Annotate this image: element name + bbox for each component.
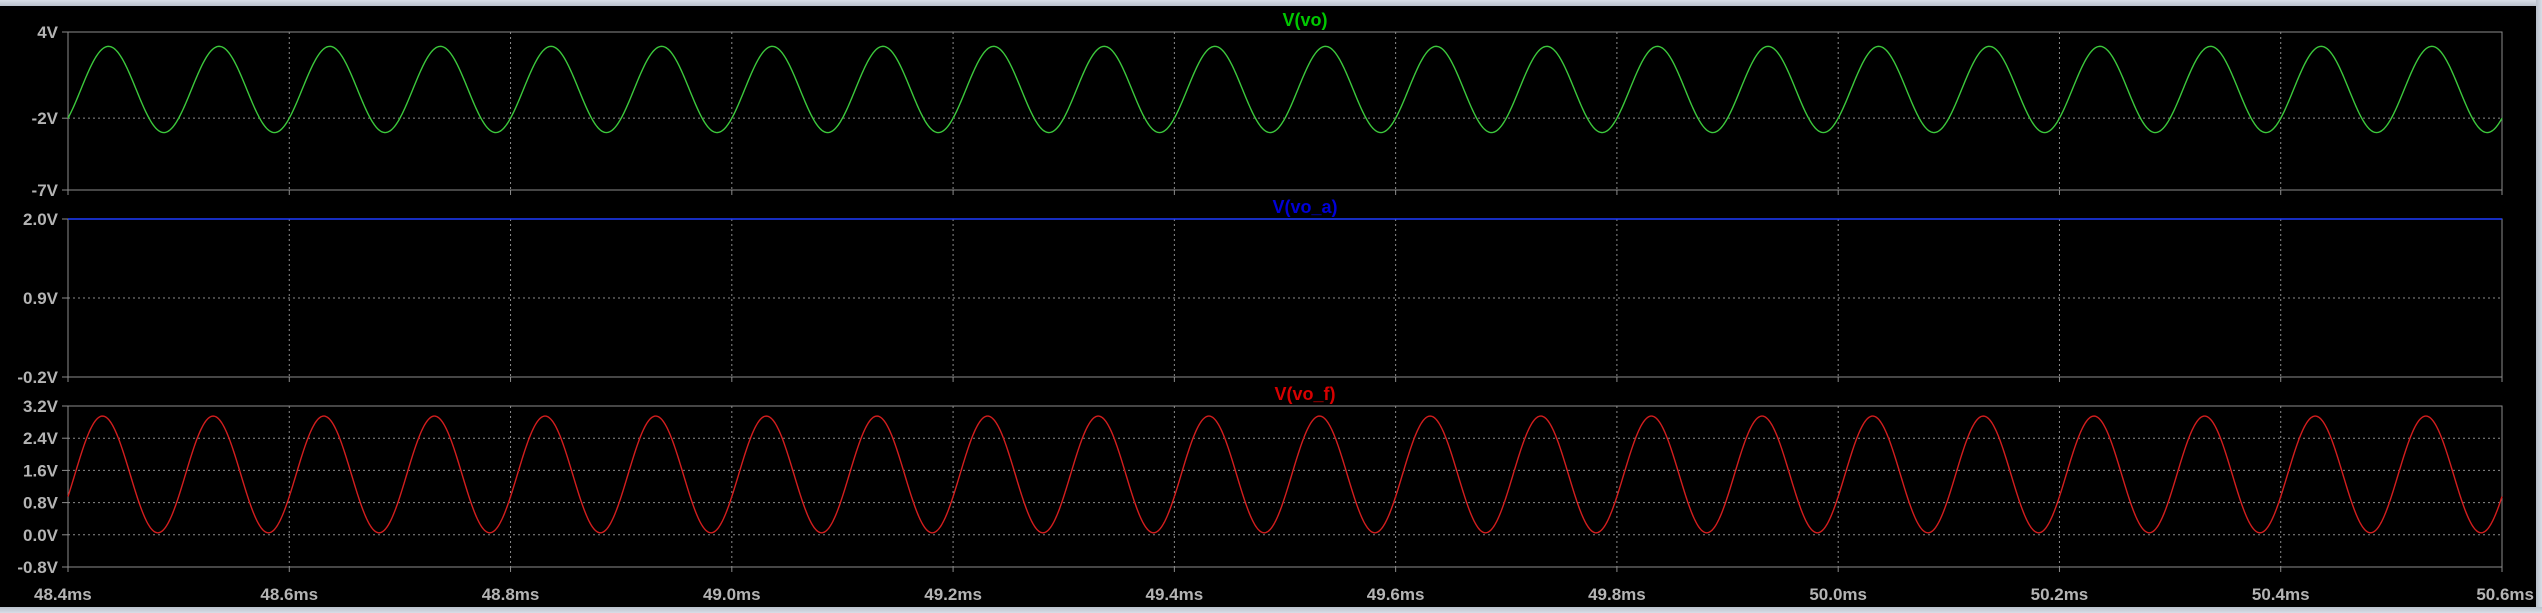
pane-title-v-vo-a: V(vo_a)	[1272, 197, 1337, 217]
x-tick-label: 49.6ms	[1367, 585, 1425, 604]
pane-title-v-vo-f: V(vo_f)	[1274, 384, 1335, 404]
pane-frame	[67, 405, 2503, 568]
y-tick-label: -2V	[32, 109, 59, 128]
y-tick-label: 0.8V	[23, 494, 59, 513]
y-tick-label: 4V	[37, 23, 58, 42]
window-top-edge	[0, 0, 2542, 6]
trace-v-vo-f	[67, 415, 2503, 534]
y-tick-label: 2.0V	[23, 210, 59, 229]
y-tick-label: 2.4V	[23, 429, 59, 448]
window-bottom-edge	[0, 607, 2542, 613]
pane-frame	[67, 31, 2503, 191]
y-tick-label: -7V	[32, 181, 59, 200]
y-tick-label: 0.9V	[23, 289, 59, 308]
x-tick-label: 49.0ms	[703, 585, 761, 604]
x-tick-label: 50.0ms	[1809, 585, 1867, 604]
pane-title-v-vo: V(vo)	[1283, 10, 1328, 30]
x-tick-label: 48.6ms	[260, 585, 318, 604]
x-tick-label: 49.8ms	[1588, 585, 1646, 604]
y-tick-label: 1.6V	[23, 461, 59, 480]
x-tick-label: 50.6ms	[2476, 585, 2534, 604]
x-tick-label: 50.4ms	[2252, 585, 2310, 604]
y-tick-label: 0.0V	[23, 526, 59, 545]
x-tick-label: 48.8ms	[482, 585, 540, 604]
y-tick-label: -0.2V	[17, 368, 58, 387]
trace-v-vo	[67, 45, 2503, 134]
x-tick-label: 49.2ms	[924, 585, 982, 604]
x-tick-label: 48.4ms	[34, 585, 92, 604]
y-tick-label: -0.8V	[17, 558, 58, 577]
y-tick-label: 3.2V	[23, 397, 59, 416]
window-right-edge	[2536, 0, 2542, 613]
x-tick-label: 50.2ms	[2031, 585, 2089, 604]
x-tick-label: 49.4ms	[1146, 585, 1204, 604]
